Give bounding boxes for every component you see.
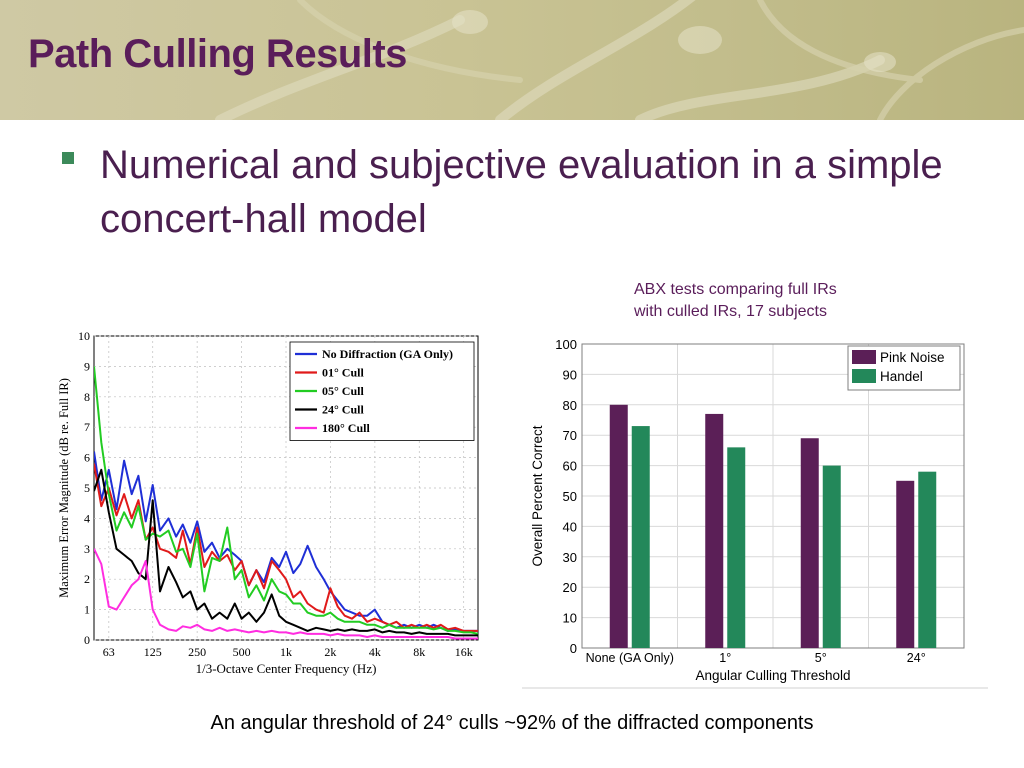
y-tick-label: 1 [84, 603, 90, 617]
series-line-05-cull [94, 366, 478, 635]
x-tick-label: 250 [188, 645, 206, 659]
y-tick-label: 10 [563, 611, 577, 626]
x-tick-label: 63 [103, 645, 115, 659]
series-line-180-cull [94, 548, 478, 640]
series-line-01-cull [94, 463, 478, 632]
y-tick-label: 2 [84, 572, 90, 586]
header-decoration [215, 0, 1024, 120]
x-tick-label: 1° [719, 651, 731, 665]
legend-label: 180° Cull [322, 421, 370, 435]
y-tick-label: 5 [84, 481, 90, 495]
legend-swatch [852, 350, 876, 364]
x-tick-label: 4k [369, 645, 381, 659]
legend-label: Pink Noise [880, 350, 945, 365]
y-tick-label: 3 [84, 542, 90, 556]
abx-note-line-1: ABX tests comparing full IRs [634, 281, 837, 298]
x-tick-label: 8k [413, 645, 425, 659]
bar-handel [727, 447, 746, 648]
abx-note: ABX tests comparing full IRs with culled… [634, 279, 934, 323]
y-tick-label: 30 [563, 550, 577, 565]
y-tick-label: 9 [84, 359, 90, 373]
bar-pink-noise [609, 404, 628, 648]
y-tick-label: 50 [563, 489, 577, 504]
x-tick-label: 16k [455, 645, 473, 659]
y-tick-label: 6 [84, 451, 90, 465]
y-tick-label: 40 [563, 519, 577, 534]
bullet-text: Numerical and subjective evaluation in a… [100, 143, 943, 241]
y-tick-label: 0 [570, 641, 577, 656]
series-line-24-cull [94, 468, 478, 637]
series-group [94, 366, 478, 640]
legend-label: 01° Cull [322, 366, 364, 380]
x-tick-label: 2k [324, 645, 336, 659]
y-tick-label: 8 [84, 390, 90, 404]
abx-note-line-2: with culled IRs, 17 subjects [634, 303, 827, 320]
x-axis-label: 1/3-Octave Center Frequency (Hz) [196, 661, 377, 676]
y-axis-label: Maximum Error Magnitude (dB re. Full IR) [57, 378, 71, 598]
bar-pink-noise [896, 480, 915, 648]
bar-handel [822, 465, 841, 648]
y-tick-label: 4 [84, 511, 90, 525]
bar-handel [918, 471, 937, 648]
y-tick-label: 70 [563, 428, 577, 443]
y-tick-label: 7 [84, 420, 90, 434]
x-tick-label: 5° [815, 651, 827, 665]
legend-label: No Diffraction (GA Only) [322, 347, 453, 361]
legend-label: Handel [880, 369, 923, 384]
square-bullet-icon [62, 152, 74, 164]
x-tick-label: 125 [144, 645, 162, 659]
slide-caption: An angular threshold of 24° culls ~92% o… [210, 712, 814, 734]
y-tick-label: 90 [563, 367, 577, 382]
x-tick-label: 24° [907, 651, 926, 665]
legend-swatch [852, 369, 876, 383]
bar-handel [631, 426, 650, 648]
y-tick-label: 80 [563, 398, 577, 413]
y-axis-label: Overall Percent Correct [530, 425, 545, 566]
bar-pink-noise [800, 438, 819, 648]
x-tick-label: 500 [233, 645, 251, 659]
header-band: Path Culling Results [0, 0, 1024, 120]
y-tick-label: 100 [555, 337, 577, 352]
x-tick-label: 1k [280, 645, 292, 659]
y-tick-label: 0 [84, 633, 90, 647]
legend-box [289, 341, 475, 441]
plot-frame [581, 343, 965, 649]
abx-bar-chart: 0 10 20 30 40 50 60 70 80 90 100 None (GA Only) 1° 5°… [522, 330, 988, 690]
bar-pink-noise [705, 413, 724, 648]
legend-label: 05° Cull [322, 384, 364, 398]
y-tick-label: 20 [563, 580, 577, 595]
y-tick-label: 10 [78, 329, 90, 343]
legend-label: 24° Cull [322, 403, 364, 417]
x-axis-label: Angular Culling Threshold [695, 668, 850, 683]
slide-title: Path Culling Results [28, 32, 407, 76]
error-magnitude-line-chart: 0 1 2 3 4 5 6 7 8 9 10 63 125 250 500 1k 2k 4k 8k 16k 1/3-Oc… [57, 329, 479, 676]
y-tick-label: 60 [563, 459, 577, 474]
x-tick-label: None (GA Only) [586, 651, 674, 665]
